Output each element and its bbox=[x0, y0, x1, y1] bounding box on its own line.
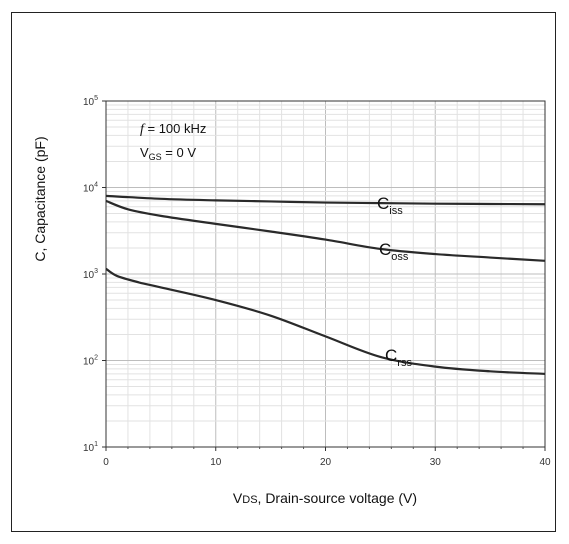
frequency-value: = 100 kHz bbox=[144, 121, 207, 136]
x-tick-label: 10 bbox=[210, 457, 222, 468]
x-tick-label: 20 bbox=[320, 457, 332, 468]
crss-label-sub: rss bbox=[397, 357, 412, 369]
frequency-symbol: f bbox=[140, 122, 146, 137]
frequency-annotation: f = 100 kHz bbox=[140, 121, 206, 137]
x-tick-label: 40 bbox=[539, 457, 551, 468]
y-tick-label: 101 bbox=[83, 441, 98, 454]
coss-line bbox=[105, 199, 546, 262]
y-tick-label: 105 bbox=[83, 95, 98, 108]
vgs-value: = 0 V bbox=[162, 145, 197, 160]
ciss-label: Ciss bbox=[377, 194, 403, 217]
y-tick-label: 102 bbox=[83, 355, 98, 368]
crss-label: Crss bbox=[385, 346, 412, 369]
ciss-label-main: C bbox=[377, 194, 389, 213]
crss-label-main: C bbox=[385, 346, 397, 365]
y-axis-title: C, Capacitance (pF) bbox=[32, 136, 48, 261]
vgs-symbol: V bbox=[140, 145, 149, 160]
y-tick-label: 104 bbox=[83, 182, 98, 195]
coss-label-sub: oss bbox=[391, 251, 409, 263]
coss-label-main: C bbox=[379, 240, 391, 259]
x-axis-title: VDS, Drain-source voltage (V) bbox=[233, 490, 417, 506]
x-tick-label: 30 bbox=[430, 457, 442, 468]
grid bbox=[106, 101, 545, 447]
coss-label: Coss bbox=[379, 240, 409, 263]
vgs-subscript: GS bbox=[149, 152, 162, 162]
y-tick-label: 103 bbox=[83, 268, 98, 281]
chart-frame bbox=[11, 12, 556, 532]
crss-line bbox=[105, 267, 546, 375]
series-lines bbox=[105, 194, 546, 375]
axis-ticks: 0 10 20 30 40 101 102 103 104 105 bbox=[83, 95, 551, 468]
x-axis-title-rest: , Drain-source voltage (V) bbox=[258, 490, 418, 506]
ciss-line bbox=[105, 194, 546, 206]
x-axis-title-sub: DS bbox=[242, 494, 257, 506]
x-tick-label: 0 bbox=[103, 457, 109, 468]
ciss-label-sub: iss bbox=[389, 205, 403, 217]
x-axis-title-prefix: V bbox=[233, 490, 243, 506]
vgs-annotation: VGS = 0 V bbox=[140, 145, 196, 162]
